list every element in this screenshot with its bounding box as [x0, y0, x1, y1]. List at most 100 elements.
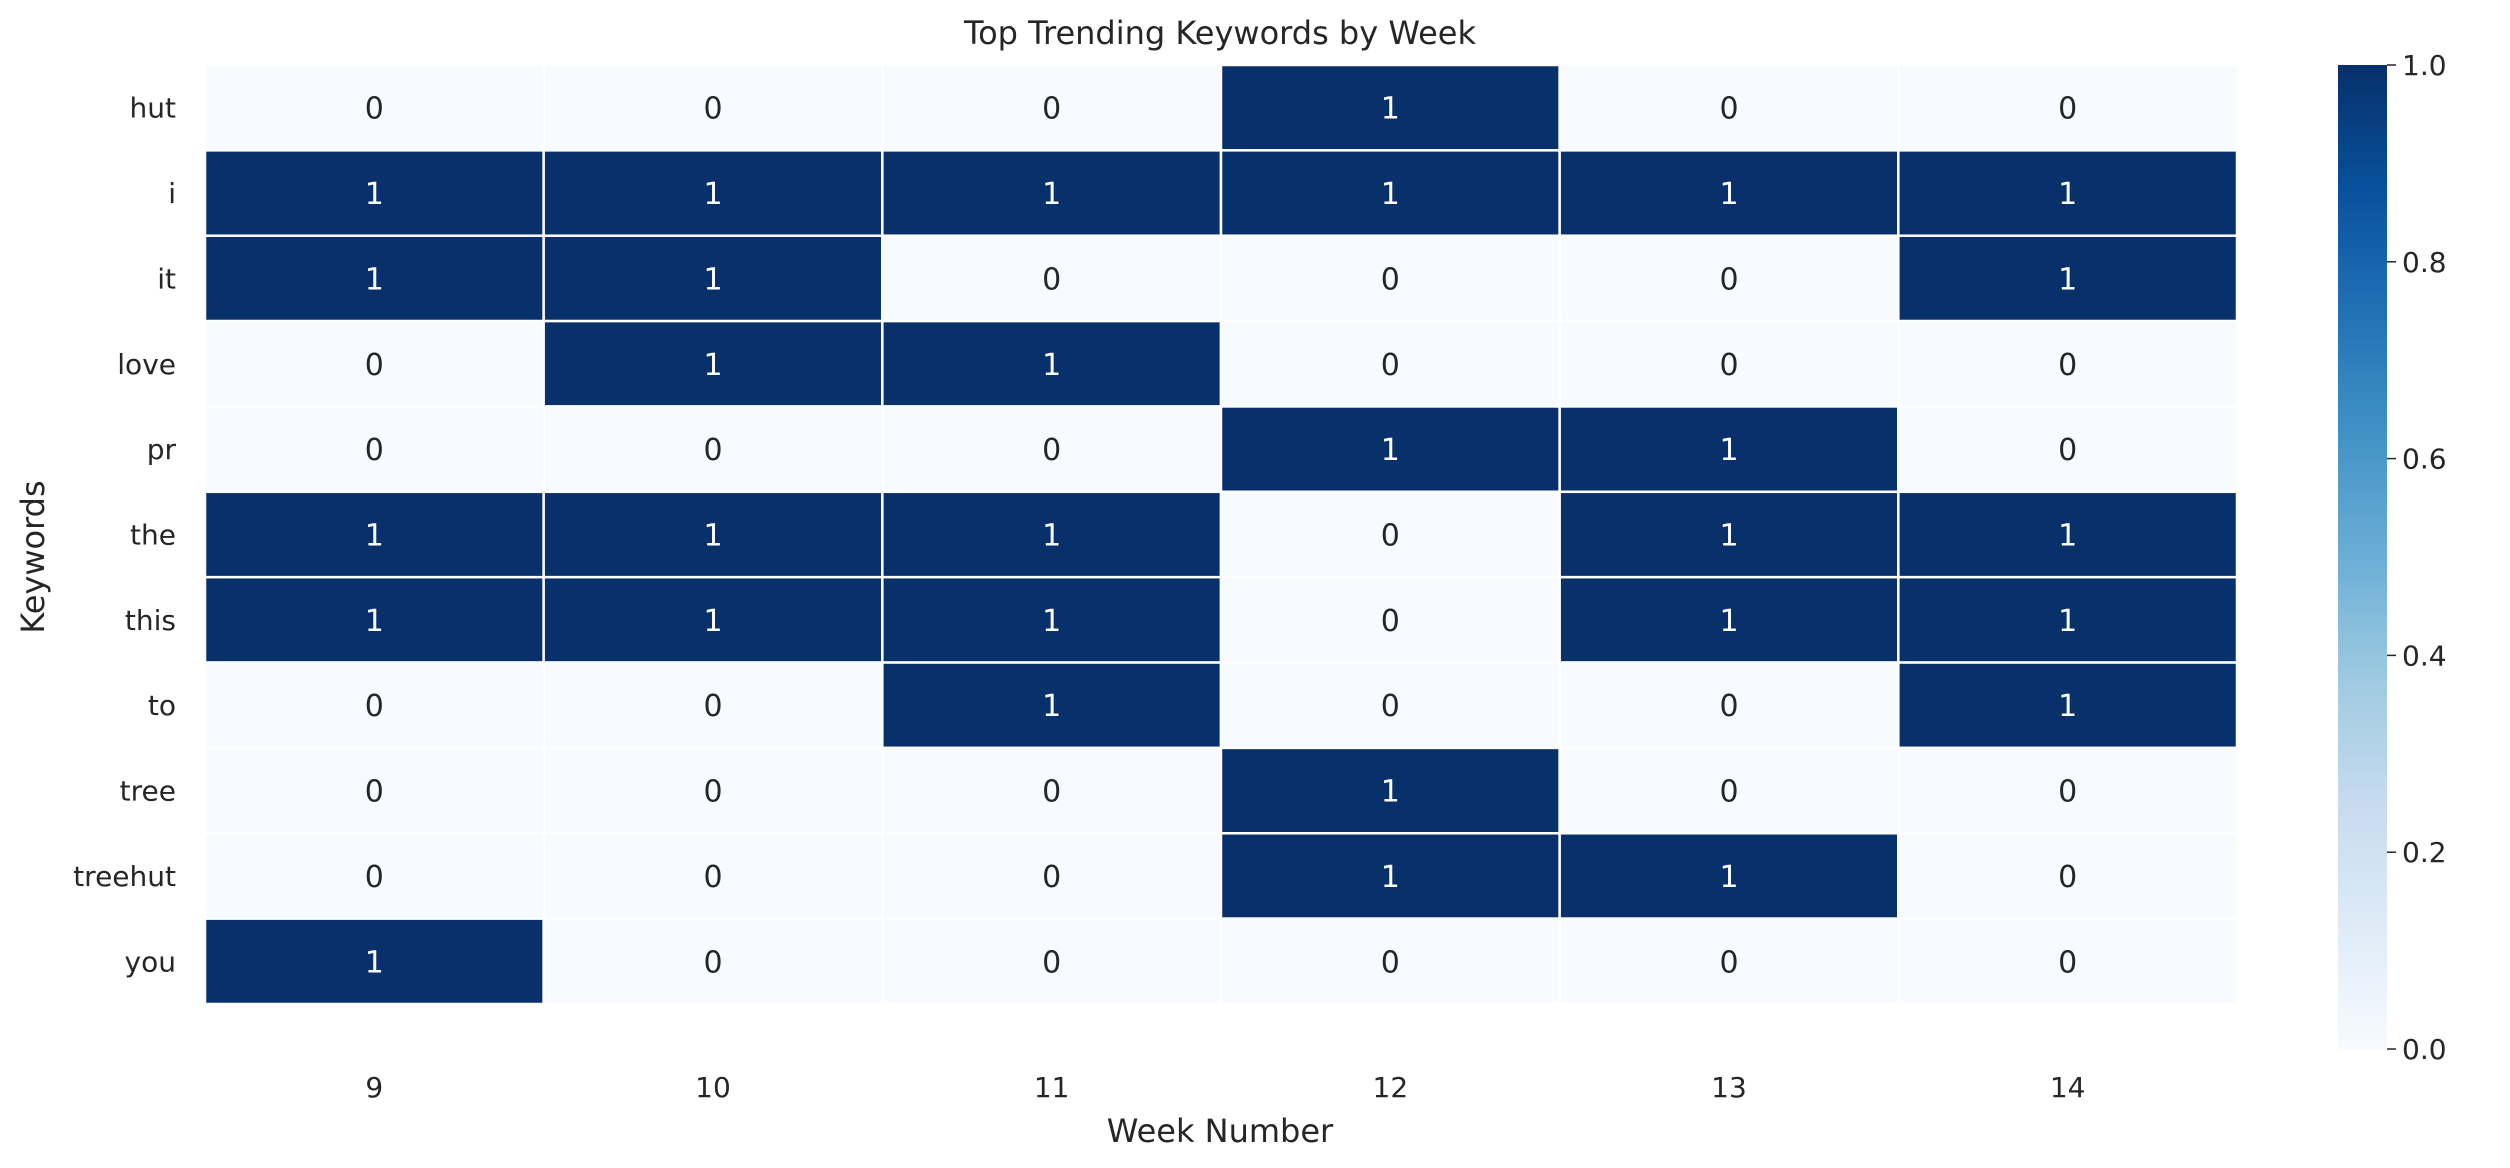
cell-value-label: 1 [365, 945, 384, 980]
cell-value-label: 0 [1042, 945, 1061, 980]
cell-value-label: 0 [1381, 519, 1400, 554]
cell-value-label: 1 [1042, 348, 1061, 383]
y-tick-label: it [157, 262, 176, 295]
cell-value-label: 1 [1042, 604, 1061, 639]
heatmap-cell [1219, 234, 1561, 323]
cell-value-label: 1 [2058, 519, 2077, 554]
heatmap-cell [1897, 234, 2239, 323]
cell-value-label: 0 [1042, 433, 1061, 468]
x-tick-labels: 9 10 11 12 13 14 [365, 1071, 2085, 1104]
heatmap-cell [1897, 490, 2239, 579]
heatmap-cell [881, 575, 1223, 664]
cell-value-label: 0 [365, 433, 384, 468]
chart-title: Top Trending Keywords by Week [963, 14, 1476, 52]
cell-value-label: 1 [365, 519, 384, 554]
heatmap-cell [542, 746, 884, 835]
colorbar-tick-label: 0.2 [2402, 836, 2447, 869]
cell-value-label: 1 [1381, 433, 1400, 468]
cell-value-label: 0 [1719, 945, 1738, 980]
cell-value-label: 1 [1719, 604, 1738, 639]
heatmap-cell [203, 746, 545, 835]
cell-value-label: 0 [1042, 775, 1061, 810]
cell-value-label: 0 [1719, 689, 1738, 724]
heatmap-cell [203, 405, 545, 494]
x-tick-label: 9 [365, 1071, 383, 1104]
cell-value-label: 1 [703, 519, 722, 554]
cell-value-label: 0 [703, 860, 722, 895]
heatmap-cell [1897, 405, 2239, 494]
cell-value-label: 0 [1381, 945, 1400, 980]
y-tick-label: you [125, 945, 176, 978]
y-tick-label: treehut [73, 860, 176, 893]
y-tick-label: to [148, 689, 176, 722]
cell-value-label: 1 [2058, 604, 2077, 639]
cell-value-label: 1 [1381, 92, 1400, 127]
cell-value-label: 0 [703, 689, 722, 724]
cell-value-label: 1 [1042, 519, 1061, 554]
cell-value-label: 1 [703, 262, 722, 297]
heatmap-cell [881, 661, 1223, 750]
y-tick-labels: hut i it love pr the this to tree treehut you [73, 92, 176, 979]
cell-value-label: 0 [365, 92, 384, 127]
heatmap-cell [1219, 405, 1561, 494]
cell-value-label: 0 [365, 775, 384, 810]
heatmap-cell [881, 746, 1223, 835]
heatmap-cell [203, 575, 545, 664]
colorbar-ticks: 0.0 0.2 0.4 0.6 0.8 1.0 [2387, 49, 2447, 1066]
x-tick-label: 14 [2050, 1071, 2086, 1104]
heatmap-cell [1558, 746, 1900, 835]
cell-value-label: 1 [365, 177, 384, 212]
heatmap-cell [542, 234, 884, 323]
cell-value-label: 0 [1719, 775, 1738, 810]
cell-value-label: 0 [365, 860, 384, 895]
y-tick-label: love [117, 348, 176, 381]
cell-value-label: 1 [2058, 689, 2077, 724]
heatmap-cell [1897, 63, 2239, 152]
colorbar-tick-label: 0.8 [2402, 246, 2447, 279]
cell-value-label: 1 [365, 604, 384, 639]
cell-value-label: 0 [1381, 689, 1400, 724]
cell-value-label: 1 [1381, 775, 1400, 810]
cell-value-label: 0 [703, 433, 722, 468]
heatmap-cell [881, 319, 1223, 408]
cell-value-label: 1 [1719, 519, 1738, 554]
heatmap-cell [542, 832, 884, 920]
y-axis-label: Keywords [14, 480, 52, 633]
heatmap-cell [542, 149, 884, 237]
cell-value-label: 1 [1381, 860, 1400, 895]
cell-value-label: 0 [1719, 348, 1738, 383]
cell-value-label: 0 [1042, 92, 1061, 127]
x-axis-label: Week Number [1107, 1112, 1334, 1150]
heatmap-cell [542, 319, 884, 408]
cell-value-label: 1 [2058, 177, 2077, 212]
cell-value-label: 0 [2058, 775, 2077, 810]
cell-value-label: 0 [2058, 92, 2077, 127]
cell-value-label: 1 [703, 348, 722, 383]
cell-value-label: 0 [2058, 348, 2077, 383]
heatmap-cell [1558, 319, 1900, 408]
y-tick-label: the [130, 519, 176, 552]
heatmap-cell [1897, 575, 2239, 664]
heatmap-cell [1558, 661, 1900, 750]
y-tick-label: hut [130, 92, 176, 125]
heatmap-cell [203, 661, 545, 750]
cell-value-label: 0 [1381, 604, 1400, 639]
heatmap-cell [1219, 917, 1561, 1006]
heatmap-cell [203, 63, 545, 152]
colorbar-tick-label: 0.4 [2402, 639, 2447, 672]
cell-value-label: 0 [2058, 945, 2077, 980]
cell-value-label: 0 [703, 775, 722, 810]
heatmap-cell [203, 832, 545, 920]
cell-value-label: 0 [1381, 262, 1400, 297]
y-tick-label: tree [120, 775, 176, 808]
heatmap-cell [203, 917, 545, 1006]
heatmap-cell [1897, 149, 2239, 237]
heatmap-cell [881, 405, 1223, 494]
y-tick-label: this [125, 604, 176, 637]
cell-value-label: 1 [1042, 689, 1061, 724]
heatmap-cell [542, 63, 884, 152]
cell-value-label: 0 [703, 945, 722, 980]
x-tick-label: 13 [1711, 1071, 1747, 1104]
cell-value-label: 1 [1719, 433, 1738, 468]
cell-value-label: 1 [1381, 177, 1400, 212]
